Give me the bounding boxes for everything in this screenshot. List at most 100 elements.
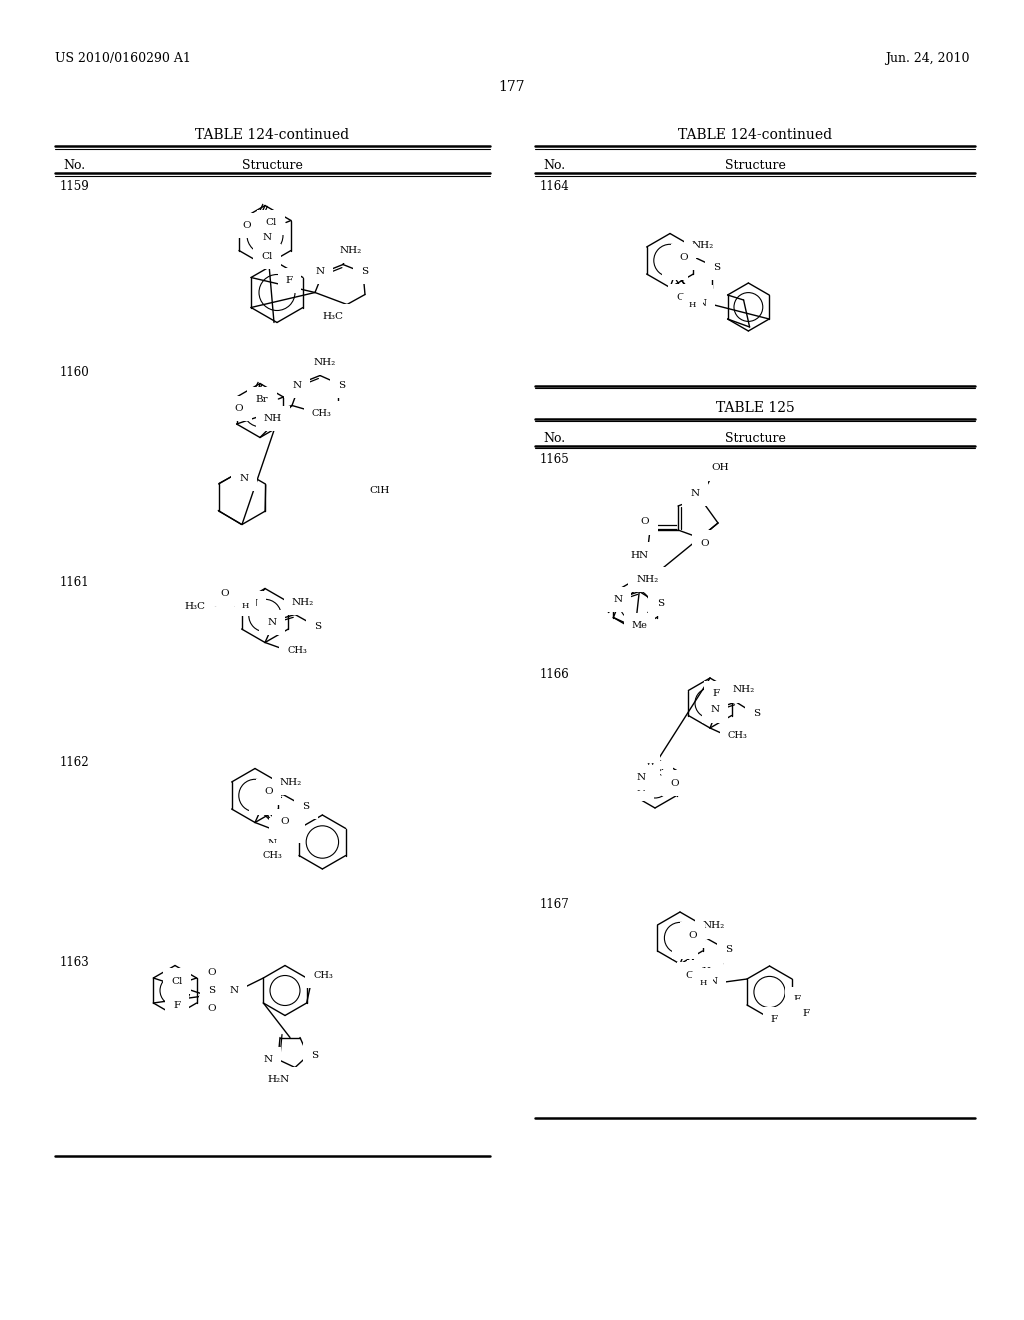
Text: O: O: [243, 220, 251, 230]
Text: O: O: [700, 539, 710, 548]
Text: N: N: [690, 488, 699, 498]
Text: No.: No.: [543, 432, 565, 445]
Text: TABLE 124-continued: TABLE 124-continued: [678, 128, 833, 143]
Text: O: O: [208, 1005, 216, 1012]
Text: OH: OH: [712, 463, 729, 473]
Text: S: S: [339, 381, 345, 389]
Text: S: S: [209, 986, 216, 995]
Text: O: O: [676, 293, 685, 301]
Text: US 2010/0160290 A1: US 2010/0160290 A1: [55, 51, 190, 65]
Text: N: N: [697, 298, 707, 308]
Text: O: O: [281, 817, 289, 826]
Text: Structure: Structure: [242, 158, 303, 172]
Text: NH₂: NH₂: [692, 242, 714, 249]
Text: H: H: [242, 602, 249, 610]
Text: N: N: [293, 381, 301, 389]
Text: N: N: [637, 774, 646, 781]
Text: NH₂: NH₂: [702, 921, 725, 931]
Text: N: N: [268, 838, 276, 847]
Text: NH₂: NH₂: [314, 358, 336, 367]
Text: Me: Me: [632, 620, 647, 630]
Text: NH₂: NH₂: [340, 246, 362, 255]
Text: H: H: [689, 301, 696, 309]
Text: CH₃: CH₃: [312, 409, 332, 418]
Text: F: F: [173, 1001, 180, 1010]
Text: ClH: ClH: [370, 486, 390, 495]
Text: No.: No.: [543, 158, 565, 172]
Text: Jun. 24, 2010: Jun. 24, 2010: [886, 51, 970, 65]
Text: O: O: [685, 970, 694, 979]
Text: F: F: [803, 1008, 810, 1018]
Text: H: H: [699, 979, 707, 987]
Text: N: N: [637, 784, 646, 793]
Text: S: S: [302, 803, 309, 810]
Text: Structure: Structure: [725, 432, 785, 445]
Text: Cl: Cl: [653, 770, 665, 777]
Text: N: N: [315, 267, 325, 276]
Text: NH: NH: [264, 414, 282, 422]
Text: Cl: Cl: [171, 977, 182, 986]
Text: F: F: [794, 995, 801, 1005]
Text: Br: Br: [256, 396, 268, 404]
Text: N: N: [249, 599, 258, 609]
Text: 1165: 1165: [540, 453, 569, 466]
Text: N: N: [257, 799, 266, 807]
Text: 1159: 1159: [60, 181, 90, 194]
Text: NH₂: NH₂: [292, 598, 314, 607]
Text: F: F: [713, 689, 720, 698]
Text: HN: HN: [631, 550, 649, 560]
Text: Cl: Cl: [261, 252, 272, 261]
Text: 1162: 1162: [60, 755, 90, 768]
Text: CH₃: CH₃: [262, 850, 283, 859]
Text: N: N: [240, 474, 249, 483]
Text: S: S: [754, 710, 761, 718]
Text: S: S: [314, 622, 322, 631]
Text: CH₃: CH₃: [728, 731, 748, 741]
Text: Cl: Cl: [265, 218, 276, 227]
Text: NH₂: NH₂: [733, 685, 755, 694]
Text: 177: 177: [499, 81, 525, 94]
Text: H₂N: H₂N: [267, 1074, 290, 1084]
Text: 1161: 1161: [60, 576, 90, 589]
Text: S: S: [725, 945, 732, 954]
Text: Structure: Structure: [725, 158, 785, 172]
Text: 1166: 1166: [540, 668, 569, 681]
Text: F: F: [771, 1015, 778, 1024]
Text: O: O: [679, 252, 688, 261]
Text: N: N: [711, 705, 720, 714]
Text: S: S: [361, 267, 369, 276]
Text: N: N: [680, 941, 689, 950]
Text: N: N: [613, 595, 623, 605]
Text: F: F: [286, 276, 293, 285]
Text: O: O: [208, 968, 216, 977]
Text: S: S: [656, 599, 664, 609]
Text: S: S: [714, 263, 721, 272]
Text: CH₃: CH₃: [278, 826, 297, 836]
Text: TABLE 124-continued: TABLE 124-continued: [196, 128, 349, 143]
Text: 1160: 1160: [60, 366, 90, 379]
Text: NH₂: NH₂: [636, 576, 658, 583]
Text: 1167: 1167: [540, 898, 569, 911]
Text: TABLE 125: TABLE 125: [716, 400, 795, 414]
Text: 1163: 1163: [60, 956, 90, 969]
Text: N: N: [671, 263, 680, 272]
Text: N: N: [709, 977, 718, 986]
Text: S: S: [311, 1051, 318, 1060]
Text: No.: No.: [63, 158, 85, 172]
Text: NH₂: NH₂: [280, 777, 302, 787]
Text: CH₃: CH₃: [695, 968, 715, 977]
Text: CH₃: CH₃: [287, 645, 307, 655]
Text: H₃C: H₃C: [323, 312, 343, 321]
Text: H₃C: H₃C: [184, 602, 205, 611]
Text: O: O: [670, 779, 679, 788]
Text: O: O: [221, 589, 229, 598]
Text: 1164: 1164: [540, 181, 569, 194]
Text: N: N: [263, 1055, 272, 1064]
Text: O: O: [264, 788, 272, 796]
Text: O: O: [688, 931, 696, 940]
Text: O: O: [234, 404, 244, 413]
Text: CH₃: CH₃: [685, 293, 705, 302]
Text: O: O: [641, 517, 649, 527]
Text: N: N: [229, 986, 239, 995]
Text: H: H: [646, 762, 653, 770]
